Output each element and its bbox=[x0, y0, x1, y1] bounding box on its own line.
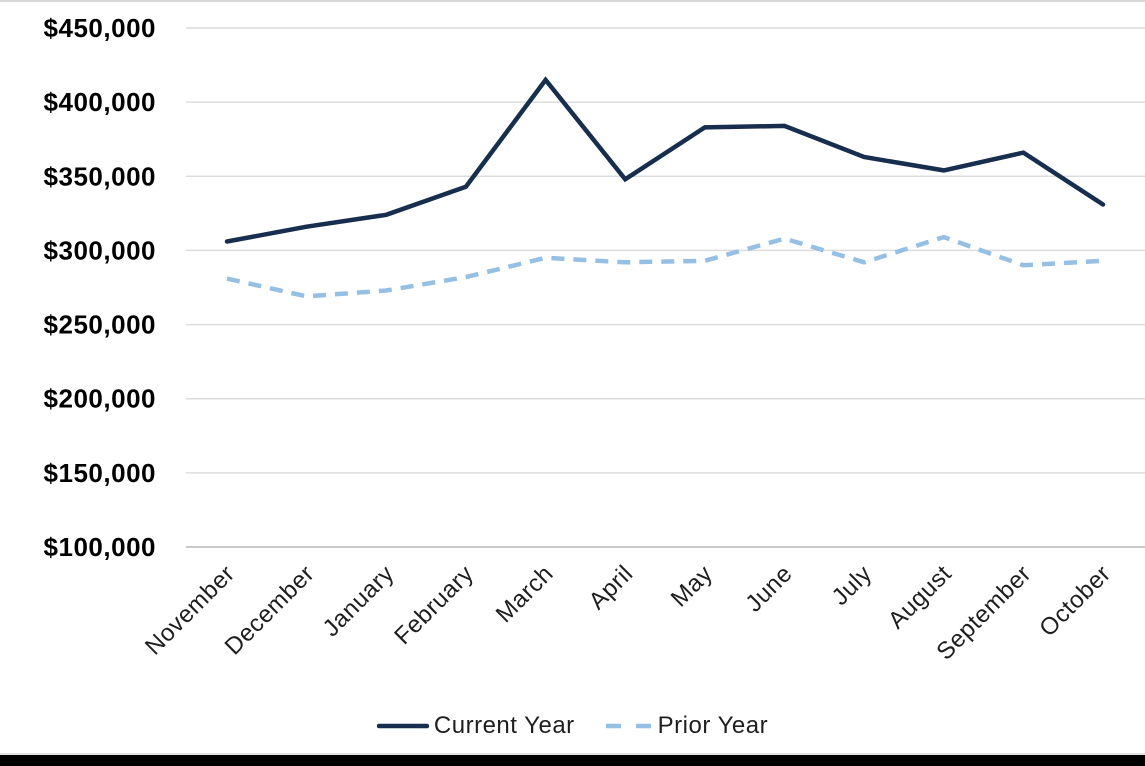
y-axis-tick-label: $400,000 bbox=[44, 87, 156, 117]
y-axis-labels: $450,000 $400,000 $350,000 $300,000 $250,000… bbox=[44, 13, 156, 562]
legend-label-current-year: Current Year bbox=[433, 712, 575, 739]
y-axis-tick-label: $250,000 bbox=[44, 310, 156, 340]
x-axis-tick-label-february: February bbox=[389, 560, 479, 650]
top-border-line bbox=[0, 0, 1145, 2]
legend-label-prior-year: Prior Year bbox=[657, 712, 769, 739]
chart-legend: Current Year Prior Year bbox=[0, 703, 1145, 749]
current-year-line-swatch bbox=[376, 723, 429, 729]
x-axis-tick-label-january: January bbox=[318, 560, 400, 642]
series-line-prior-year bbox=[226, 234, 1104, 299]
x-axis-tick-label-march: March bbox=[491, 560, 559, 628]
legend-item-prior-year: Prior Year bbox=[605, 712, 768, 740]
legend-item-current-year: Current Year bbox=[376, 712, 575, 740]
y-axis-tick-label: $450,000 bbox=[44, 13, 156, 43]
y-axis-tick-label: $150,000 bbox=[44, 458, 156, 488]
prior-year-line-swatch bbox=[605, 723, 652, 729]
y-axis-tick-label: $200,000 bbox=[44, 384, 156, 414]
x-axis-tick-label-july: July bbox=[827, 560, 878, 611]
y-axis-tick-label: $100,000 bbox=[44, 532, 156, 562]
x-axis-tick-label-june: June bbox=[740, 560, 797, 617]
gridlines bbox=[186, 27, 1145, 548]
bottom-black-bar bbox=[0, 755, 1145, 766]
series-lines bbox=[224, 76, 1106, 299]
bottom-divider-line bbox=[0, 753, 1145, 755]
x-axis-tick-label-april: April bbox=[584, 560, 639, 615]
x-axis-tick-label-august: August bbox=[883, 560, 957, 634]
x-axis-tick-label-october: October bbox=[1034, 560, 1116, 642]
series-line-current-year bbox=[224, 76, 1106, 244]
y-axis-tick-label: $350,000 bbox=[44, 161, 156, 191]
x-axis-tick-label-may: May bbox=[666, 560, 718, 612]
y-axis-tick-label: $300,000 bbox=[44, 235, 156, 265]
